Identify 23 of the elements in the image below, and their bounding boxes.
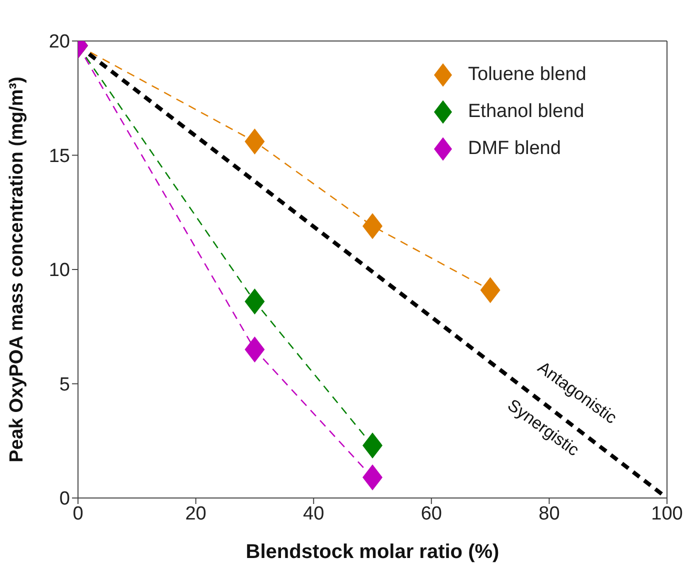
y-axis-title: Peak OxyPOA mass concentration (mg/m³) <box>6 76 28 462</box>
x-tick-label: 100 <box>651 503 683 524</box>
x-tick-label: 0 <box>72 503 84 524</box>
legend-label: Toluene blend <box>468 64 586 86</box>
point <box>244 128 265 155</box>
y-tick-label: 5 <box>59 374 70 396</box>
point <box>244 288 265 314</box>
point <box>362 432 382 458</box>
y-tick-label: 0 <box>59 488 70 510</box>
point <box>480 277 500 304</box>
y-tick-label: 10 <box>48 260 70 282</box>
point <box>362 213 382 240</box>
x-tick-label: 60 <box>420 503 442 524</box>
legend-label: Ethanol blend <box>468 100 584 122</box>
y-tick-label: 15 <box>48 146 70 167</box>
point <box>362 464 382 490</box>
x-tick-label: 40 <box>303 503 324 524</box>
x-tick-label: 80 <box>538 503 560 524</box>
legend-label: DMF blend <box>468 138 561 160</box>
point <box>244 336 265 362</box>
y-tick-label: 20 <box>48 32 70 53</box>
x-tick-label: 20 <box>185 503 206 524</box>
x-axis-title: Blendstock molar ratio (%) <box>246 541 500 563</box>
